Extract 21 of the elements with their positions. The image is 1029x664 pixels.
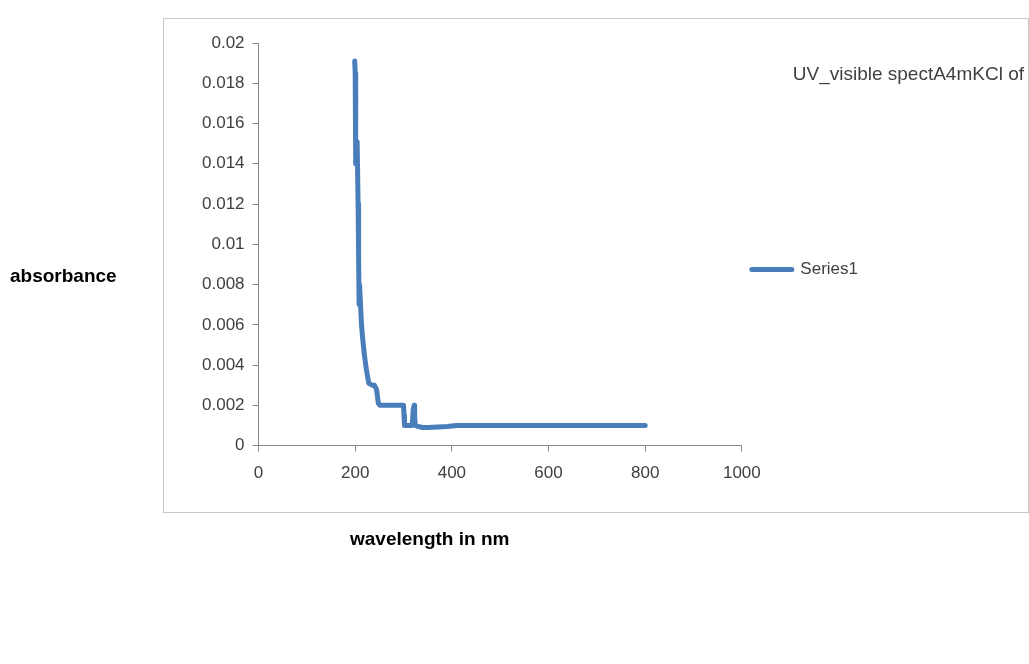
legend-label: Series1	[800, 259, 858, 279]
y-tick-label: 0.018	[201, 72, 245, 92]
x-tick-label: 0	[253, 463, 264, 483]
y-tick-label: 0.016	[201, 113, 245, 133]
y-tick-label: 0	[235, 435, 245, 455]
y-tick-label: 0.008	[201, 274, 245, 294]
y-tick-label: 0.02	[211, 32, 245, 52]
y-tick-label: 0.006	[201, 314, 245, 334]
x-tick-label: 600	[534, 463, 563, 483]
y-tick-label: 0.004	[201, 354, 245, 374]
x-tick-label: 400	[437, 463, 467, 483]
x-tick-label: 1000	[722, 463, 761, 483]
y-tick-label: 0.012	[201, 193, 245, 213]
text: UV_visible spectA4mKCl of	[792, 63, 1025, 86]
y-tick-label: 0.002	[201, 395, 245, 415]
y-axis-title: absorbance	[10, 264, 118, 288]
y-tick-label: 0.01	[211, 233, 245, 253]
x-tick-label: 800	[631, 463, 660, 483]
x-tick-label: 200	[341, 463, 370, 483]
x-axis-title: wavelength in nm	[350, 527, 511, 551]
y-tick-label: 0.014	[201, 153, 245, 173]
